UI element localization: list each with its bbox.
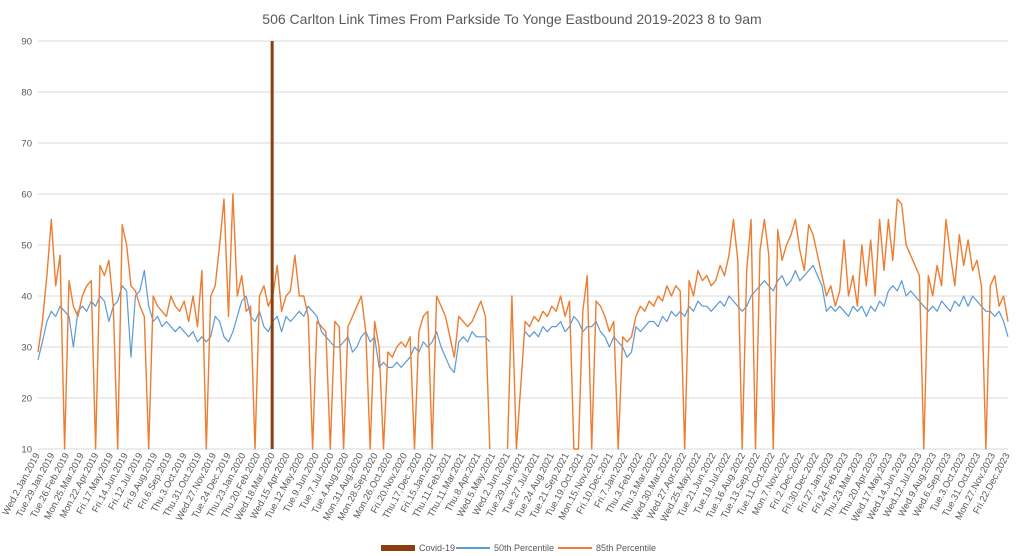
legend-swatch-covid <box>381 545 415 551</box>
series-layer <box>37 193 1009 450</box>
y-tick-label: 90 <box>21 37 32 48</box>
y-tick-label: 50 <box>21 241 32 252</box>
legend: Covid-19 50th Percentile 85th Percentile <box>381 543 656 553</box>
y-axis-ticks: 10 20 30 40 50 60 70 80 90 <box>21 37 32 456</box>
series-line-85th-percentile <box>37 193 1009 450</box>
y-tick-label: 30 <box>21 343 32 354</box>
y-tick-label: 40 <box>21 292 32 303</box>
y-tick-label: 10 <box>21 445 32 456</box>
legend-label-p85: 85th Percentile <box>596 543 656 553</box>
legend-label-covid: Covid-19 <box>419 543 455 553</box>
covid-19-marker <box>270 41 274 449</box>
y-tick-label: 80 <box>21 88 32 99</box>
covid-marker-layer <box>270 41 274 449</box>
chart-title: 506 Carlton Link Times From Parkside To … <box>262 11 761 27</box>
y-tick-label: 60 <box>21 190 32 201</box>
x-axis-ticks: Wed.2.Jan.2019Tue.29.Jan.2019Tue.26.Feb.… <box>1 451 1013 523</box>
legend-label-p50: 50th Percentile <box>494 543 554 553</box>
y-tick-label: 70 <box>21 139 32 150</box>
y-tick-label: 20 <box>21 394 32 405</box>
